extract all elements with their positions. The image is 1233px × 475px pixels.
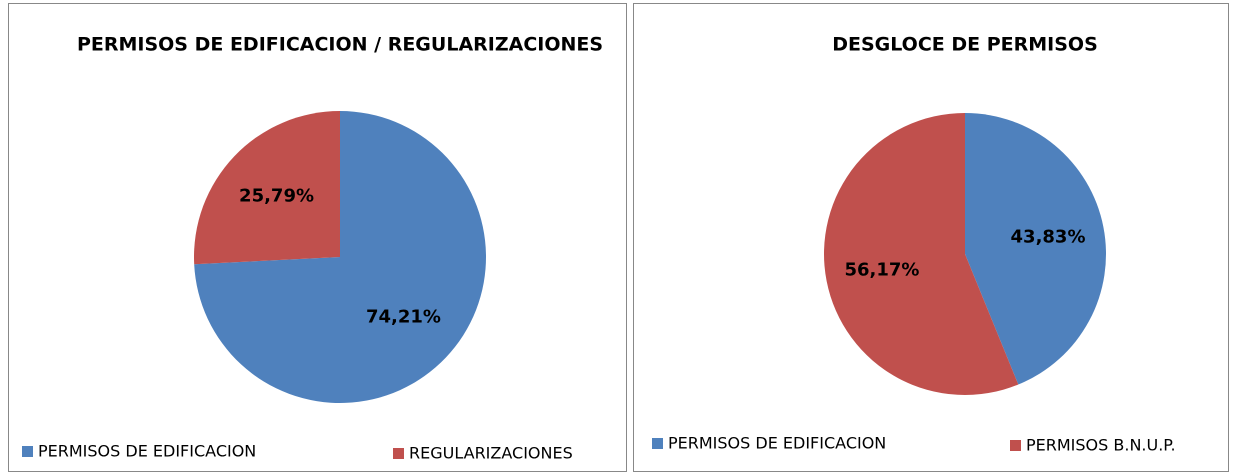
legend-label: REGULARIZACIONES [409,444,573,463]
value-label: 56,17% [844,259,919,280]
chart-title: DESGLOCE DE PERMISOS [832,34,1098,56]
value-label: 43,83% [1011,227,1086,248]
legend-swatch [652,438,663,449]
legend-label: PERMISOS B.N.U.P. [1026,436,1176,455]
legend-swatch [393,448,404,459]
pie-slice [194,111,340,265]
value-label: 25,79% [239,186,314,207]
value-label: 74,21% [366,306,441,327]
legend-label: PERMISOS DE EDIFICACION [668,434,886,453]
legend-label: PERMISOS DE EDIFICACION [38,442,256,461]
chart-title: PERMISOS DE EDIFICACION / REGULARIZACION… [77,34,603,56]
pie-slice [194,111,487,403]
pie-slice [965,113,1106,385]
pie-slice [823,113,1019,396]
legend-swatch [22,446,33,457]
legend-swatch [1010,440,1021,451]
